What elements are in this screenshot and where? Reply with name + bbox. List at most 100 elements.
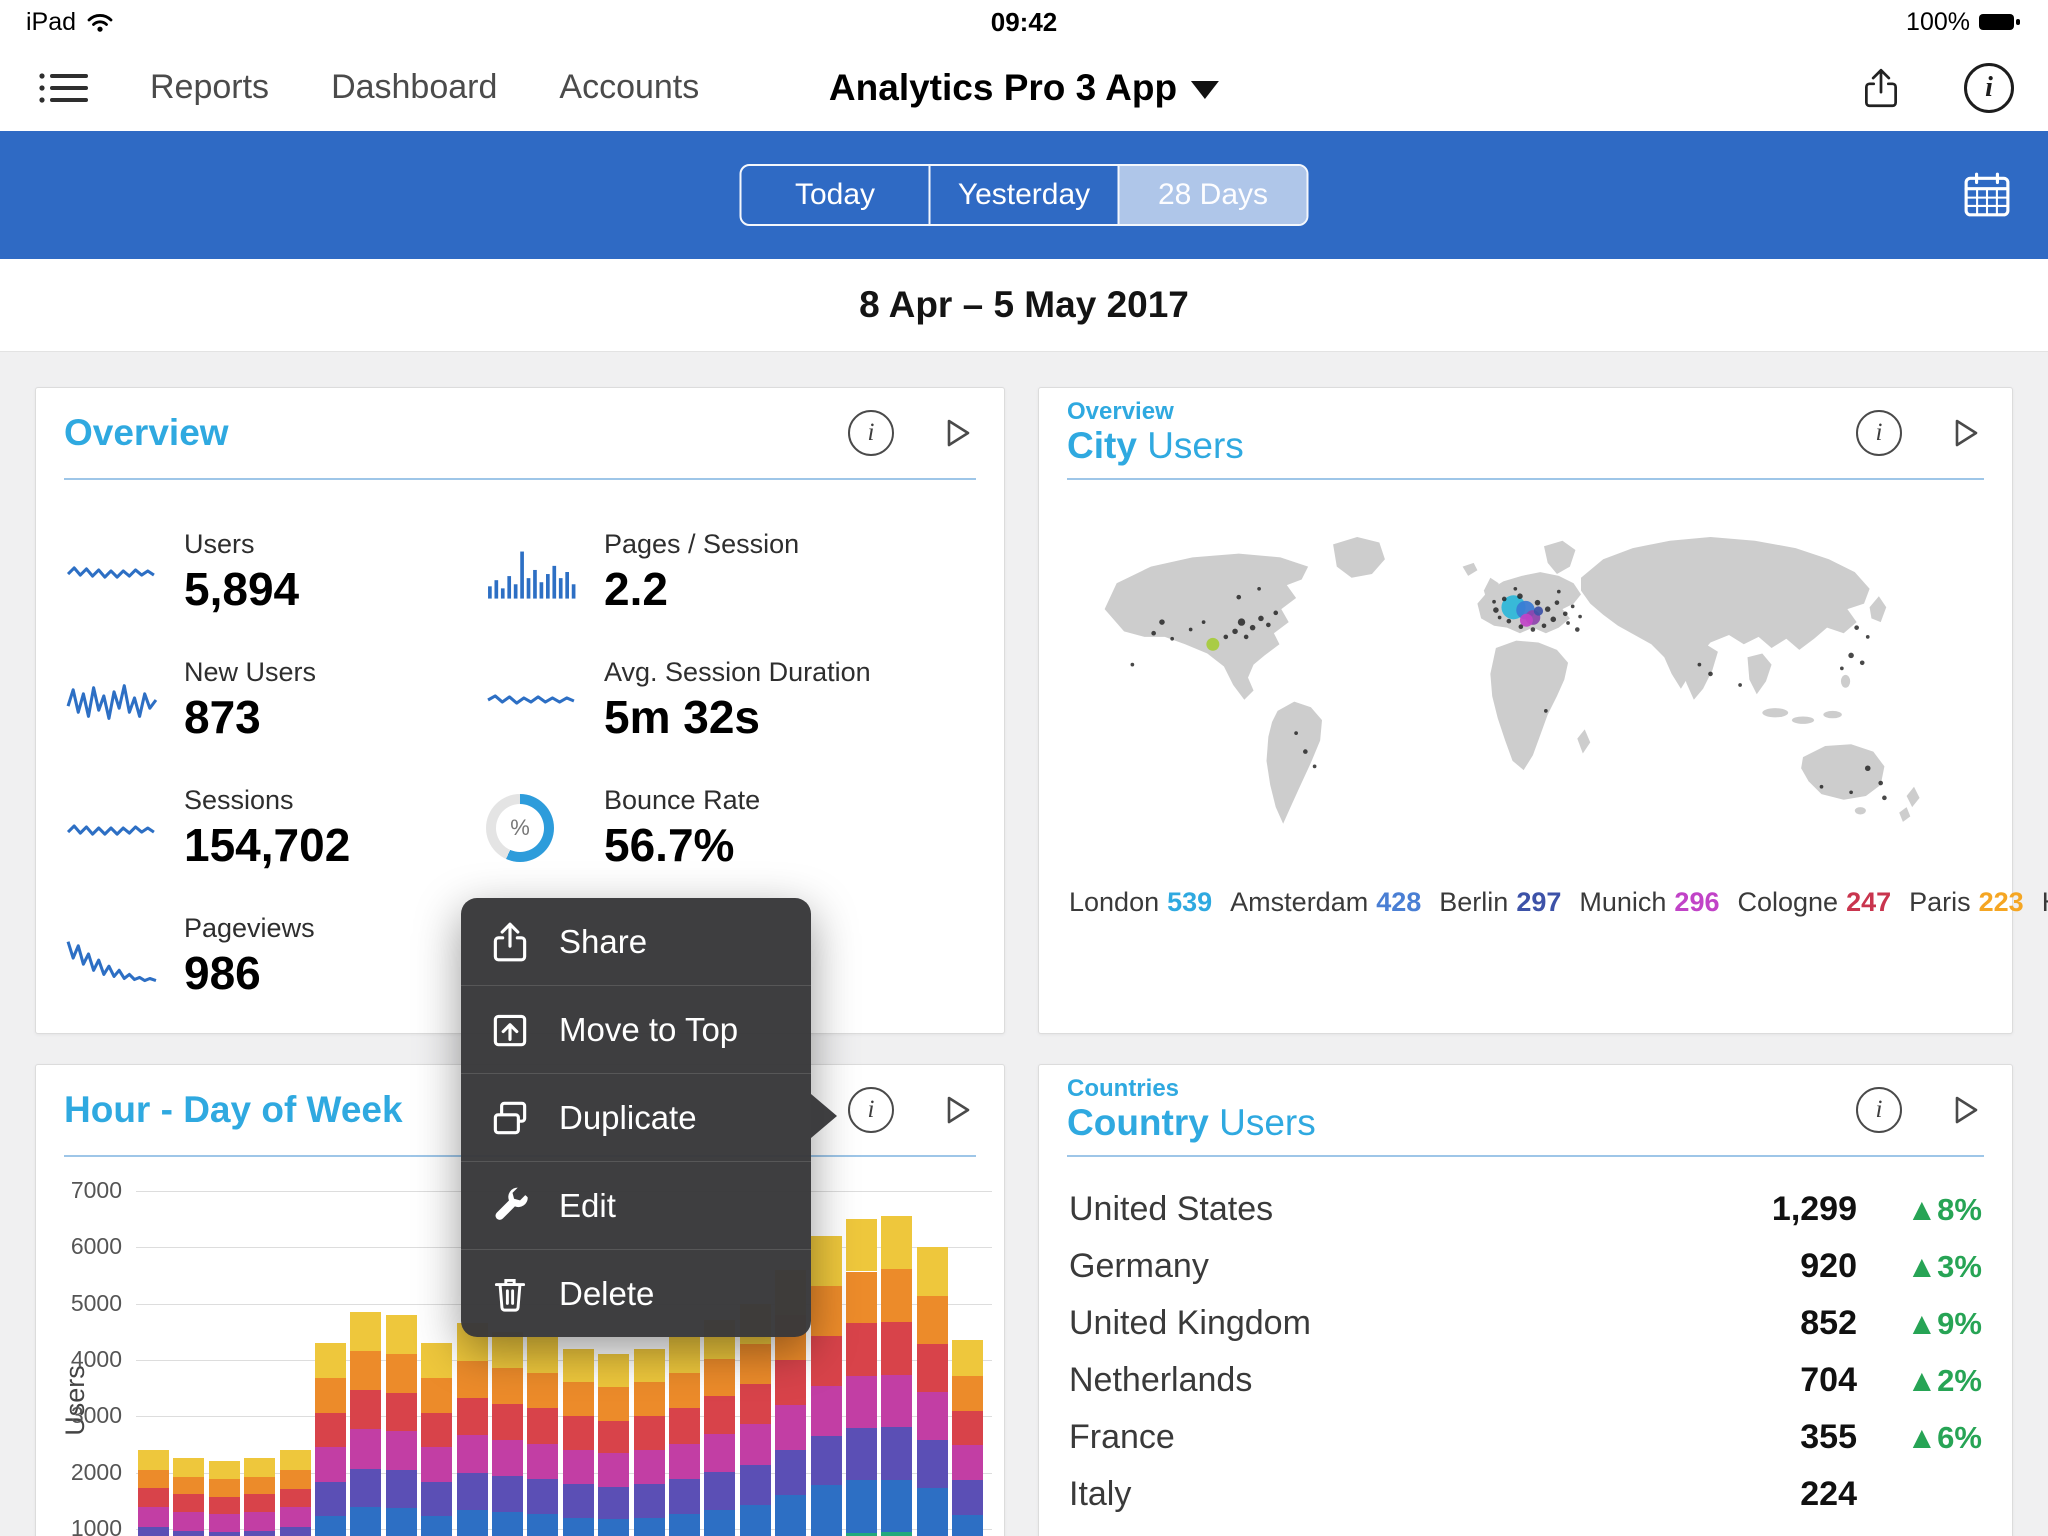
device-label: iPad bbox=[26, 7, 77, 36]
bar-segment bbox=[633, 1449, 665, 1484]
bar-segment bbox=[315, 1343, 346, 1378]
bar-segment bbox=[562, 1348, 594, 1383]
card-title-bold: City bbox=[1067, 424, 1137, 466]
card-actions bbox=[848, 410, 976, 456]
bar-segment bbox=[173, 1494, 205, 1513]
play-icon[interactable] bbox=[936, 413, 976, 453]
menu-icon[interactable] bbox=[36, 66, 92, 110]
bar-segment bbox=[846, 1375, 877, 1428]
metric-label: Pageviews bbox=[184, 912, 315, 943]
date-range-segmented-control: Today Yesterday 28 Days bbox=[739, 164, 1309, 226]
metric-label: Pages / Session bbox=[604, 528, 800, 559]
metric-value: 986 bbox=[184, 946, 261, 999]
bar-segment bbox=[916, 1391, 948, 1441]
card-actions bbox=[848, 1087, 976, 1133]
bar-segment bbox=[669, 1408, 700, 1444]
bar-segment bbox=[279, 1449, 311, 1470]
bar-segment bbox=[562, 1382, 594, 1417]
card-kicker: Overview bbox=[1067, 397, 1174, 425]
bar-segment bbox=[421, 1343, 453, 1378]
nav-item-reports[interactable]: Reports bbox=[150, 68, 270, 106]
menu-item-duplicate[interactable]: Duplicate bbox=[461, 1074, 811, 1162]
country-row-netherlands[interactable]: Netherlands 704 ▲2% bbox=[1069, 1352, 1982, 1409]
bar-segment bbox=[598, 1453, 630, 1487]
bar-segment bbox=[208, 1532, 240, 1536]
sparkline-icon bbox=[66, 927, 164, 985]
bar-segment bbox=[279, 1527, 311, 1536]
menu-item-edit[interactable]: Edit bbox=[461, 1162, 811, 1250]
menu-item-label: Share bbox=[559, 922, 648, 960]
nav-item-dashboard[interactable]: Dashboard bbox=[331, 68, 498, 106]
info-icon[interactable] bbox=[848, 410, 894, 456]
metric-value: 873 bbox=[184, 690, 261, 743]
bar-segment bbox=[916, 1247, 948, 1296]
bar-segment bbox=[138, 1527, 169, 1536]
country-row-united-kingdom[interactable]: United Kingdom 852 ▲9% bbox=[1069, 1295, 1982, 1352]
bar-segment bbox=[881, 1532, 913, 1536]
play-icon[interactable] bbox=[1944, 413, 1984, 453]
bar-segment bbox=[350, 1506, 382, 1536]
segment-today[interactable]: Today bbox=[742, 166, 931, 224]
card-title: Country Users bbox=[1067, 1102, 1984, 1145]
bar-segment bbox=[527, 1514, 559, 1536]
country-row-germany[interactable]: Germany 920 ▲3% bbox=[1069, 1238, 1982, 1295]
bar-segment bbox=[881, 1479, 913, 1533]
app-title-dropdown[interactable]: Analytics Pro 3 App bbox=[829, 67, 1220, 109]
country-row-canada[interactable]: Canada203▲4% bbox=[1069, 1523, 1982, 1536]
city-name: Paris bbox=[1909, 887, 1971, 917]
y-tick-label: 6000 bbox=[70, 1233, 122, 1260]
nav-item-accounts[interactable]: Accounts bbox=[559, 68, 700, 106]
menu-item-delete[interactable]: Delete bbox=[461, 1250, 811, 1337]
city-value: 247 bbox=[1846, 887, 1892, 917]
status-bar: iPad 09:42 100% bbox=[0, 0, 2048, 44]
country-row-france[interactable]: France 355 ▲6% bbox=[1069, 1409, 1982, 1466]
bar-segment bbox=[846, 1532, 877, 1536]
bar-segment bbox=[704, 1509, 736, 1536]
card-title: Hour - Day of Week bbox=[64, 1088, 403, 1130]
country-value: 355 bbox=[1800, 1418, 1857, 1456]
card-header: Overview City Users bbox=[1067, 388, 1984, 480]
bar-segment bbox=[952, 1515, 984, 1536]
country-row-united-states[interactable]: United States 1,299 ▲8% bbox=[1069, 1181, 1982, 1238]
bar-segment bbox=[315, 1515, 346, 1536]
bar-segment bbox=[492, 1403, 523, 1440]
segment-28-days[interactable]: 28 Days bbox=[1119, 166, 1307, 224]
info-icon[interactable] bbox=[1964, 62, 2014, 113]
metric-value: 56.7% bbox=[604, 818, 735, 871]
bar-segment bbox=[810, 1336, 842, 1386]
metric-label: New Users bbox=[184, 656, 317, 687]
play-icon[interactable] bbox=[1944, 1090, 1984, 1130]
bar-segment bbox=[385, 1469, 417, 1508]
bar-segment bbox=[173, 1531, 205, 1536]
bar-segment bbox=[669, 1337, 700, 1373]
bar-segment bbox=[562, 1483, 594, 1518]
country-list: United States 1,299 ▲8% Germany 920 ▲3% United… bbox=[1069, 1181, 1982, 1536]
bar-segment bbox=[952, 1410, 984, 1446]
bar-segment bbox=[492, 1512, 523, 1536]
calendar-icon[interactable] bbox=[1962, 171, 2012, 219]
status-right: 100% bbox=[1906, 8, 2022, 37]
share-icon[interactable] bbox=[1858, 65, 1904, 111]
bar-segment bbox=[739, 1424, 771, 1465]
bar-segment bbox=[421, 1412, 453, 1448]
bar-segment bbox=[279, 1488, 311, 1508]
play-icon[interactable] bbox=[936, 1090, 976, 1130]
info-icon[interactable] bbox=[848, 1087, 894, 1133]
bar-segment bbox=[385, 1392, 417, 1431]
info-icon[interactable] bbox=[1856, 410, 1902, 456]
bar-segment bbox=[421, 1447, 453, 1483]
metric-value: 5,894 bbox=[184, 562, 300, 615]
bar-segment bbox=[456, 1510, 488, 1536]
info-icon[interactable] bbox=[1856, 1087, 1902, 1133]
menu-item-move-to-top[interactable]: Move to Top bbox=[461, 986, 811, 1074]
bar-segment bbox=[916, 1440, 948, 1489]
bar-segment bbox=[952, 1445, 984, 1481]
segment-yesterday[interactable]: Yesterday bbox=[931, 166, 1120, 224]
country-delta: ▲9% bbox=[1906, 1305, 1983, 1341]
country-row-italy[interactable]: Italy 224 bbox=[1069, 1466, 1982, 1523]
metric-new-users: New Users 873 bbox=[66, 636, 486, 764]
country-name: United Kingdom bbox=[1069, 1304, 1311, 1342]
nav-actions bbox=[1858, 44, 2014, 131]
menu-item-share[interactable]: Share bbox=[461, 898, 811, 986]
